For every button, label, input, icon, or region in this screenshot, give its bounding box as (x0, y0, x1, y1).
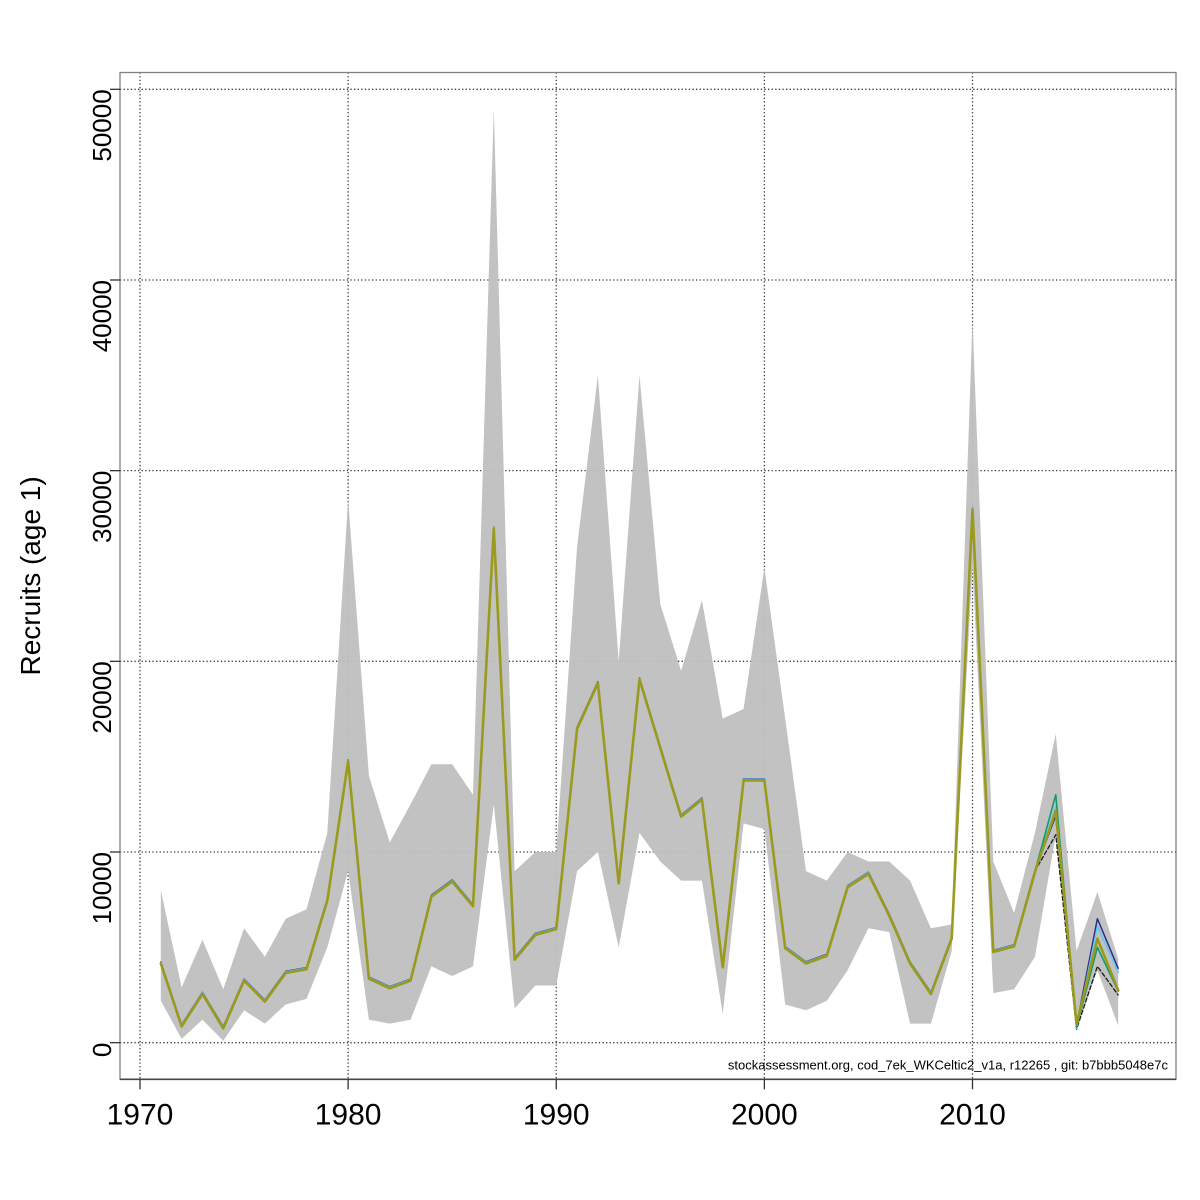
svg-text:1990: 1990 (523, 1098, 590, 1131)
svg-text:2010: 2010 (939, 1098, 1006, 1131)
svg-text:10000: 10000 (87, 852, 117, 924)
svg-text:1970: 1970 (107, 1098, 174, 1131)
svg-text:1980: 1980 (315, 1098, 382, 1131)
svg-text:50000: 50000 (87, 89, 117, 161)
svg-text:stockassessment.org, cod_7ek_W: stockassessment.org, cod_7ek_WKCeltic2_v… (728, 1057, 1169, 1072)
svg-text:30000: 30000 (87, 471, 117, 543)
svg-text:20000: 20000 (87, 661, 117, 733)
svg-text:0: 0 (87, 1043, 117, 1057)
svg-text:Recruits (age 1): Recruits (age 1) (15, 476, 46, 675)
svg-text:40000: 40000 (87, 280, 117, 352)
svg-text:2000: 2000 (731, 1098, 798, 1131)
